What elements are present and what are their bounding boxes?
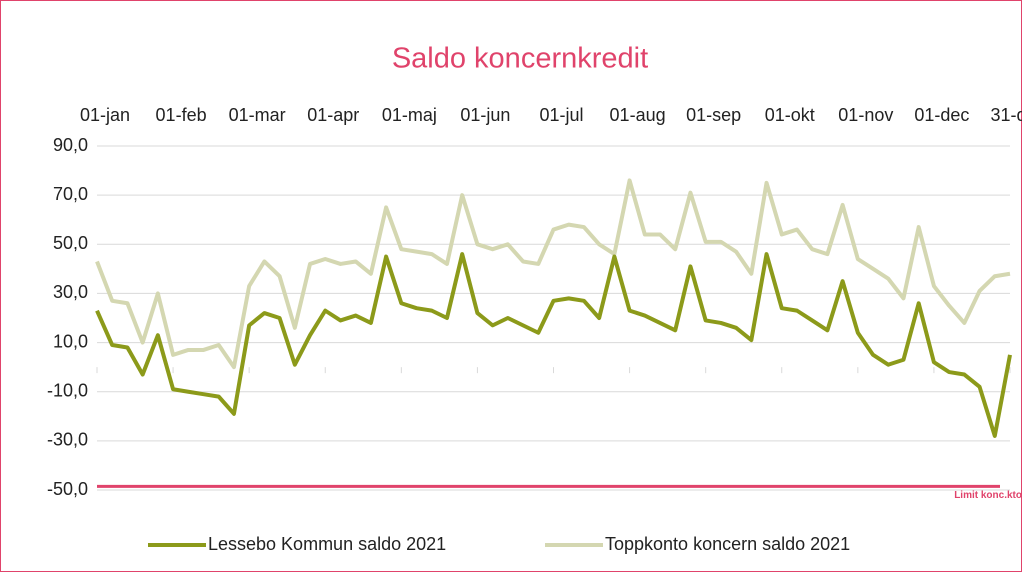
chart-title: Saldo koncernkredit (392, 43, 648, 75)
x-tick-label: 01-jan (80, 105, 130, 125)
x-tick-label: 31-dec (990, 105, 1022, 125)
series-line (95, 252, 1012, 438)
x-tick-label: 01-jul (539, 105, 583, 125)
y-tick-label: 30,0 (53, 282, 88, 302)
x-tick-label: 01-okt (765, 105, 815, 125)
y-tick-label: 50,0 (53, 233, 88, 253)
x-tick-label: 01-dec (914, 105, 969, 125)
x-tick-label: 01-jun (460, 105, 510, 125)
y-tick-label: 10,0 (53, 331, 88, 351)
y-tick-label: 70,0 (53, 184, 88, 204)
series-line (95, 178, 1011, 370)
x-tick-label: 01-sep (686, 105, 741, 125)
legend-label: Toppkonto koncern saldo 2021 (605, 534, 850, 554)
x-tick-label: 01-apr (307, 105, 359, 125)
y-tick-label: 90,0 (53, 135, 88, 155)
x-tick-label: 01-mar (229, 105, 286, 125)
y-tick-label: -50,0 (47, 479, 88, 499)
y-tick-label: -30,0 (47, 430, 88, 450)
x-tick-label: 01-aug (610, 105, 666, 125)
y-tick-label: -10,0 (47, 380, 88, 400)
x-tick-label: 01-feb (156, 105, 207, 125)
legend-label: Lessebo Kommun saldo 2021 (208, 534, 446, 554)
limit-label: Limit konc.kto (954, 490, 1022, 501)
x-tick-label: 01-maj (382, 105, 437, 125)
x-tick-label: 01-nov (838, 105, 893, 125)
